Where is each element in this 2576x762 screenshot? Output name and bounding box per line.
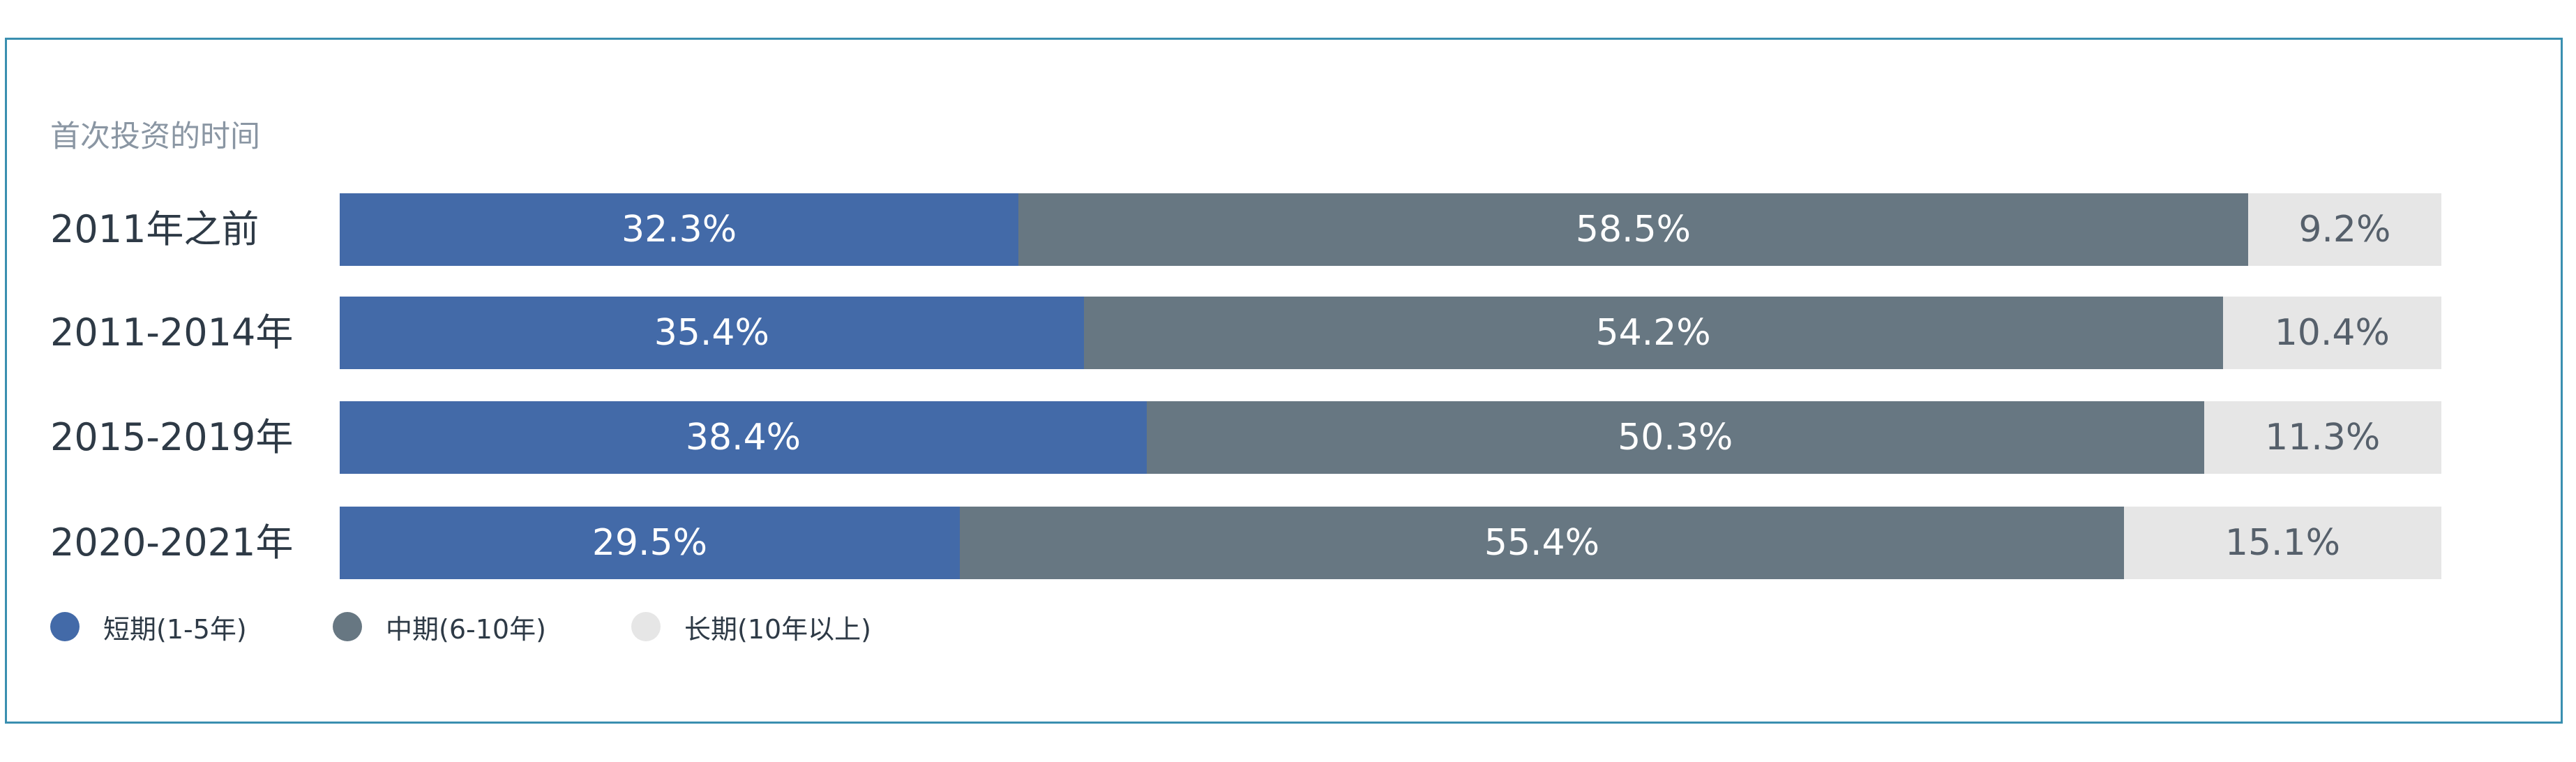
legend-label: 中期(6-10年) <box>386 613 546 645</box>
category-label: 2011-2014年 <box>50 311 294 354</box>
bar-value-label: 38.4% <box>685 417 801 458</box>
stacked-bar-row: 29.5% 55.4% 15.1% <box>340 507 2441 579</box>
bar-value-label: 32.3% <box>621 209 737 251</box>
bar-segment-long-term: 10.4% <box>2222 297 2441 369</box>
legend-swatch <box>50 612 80 641</box>
bar-value-label: 58.5% <box>1575 209 1692 251</box>
bar-value-label: 10.4% <box>2274 312 2390 354</box>
category-label: 2020-2021年 <box>50 521 294 565</box>
bar-segment-short-term: 29.5% <box>340 507 960 579</box>
bar-segment-long-term: 11.3% <box>2204 401 2441 474</box>
bar-segment-short-term: 35.4% <box>340 297 1084 369</box>
legend-swatch <box>631 612 661 641</box>
stacked-bar-row: 32.3% 58.5% 9.2% <box>340 193 2441 266</box>
chart-subtitle: 首次投资的时间 <box>50 119 260 154</box>
stacked-bar-row: 38.4% 50.3% 11.3% <box>340 401 2441 474</box>
bar-value-label: 9.2% <box>2298 209 2391 251</box>
bar-segment-mid-term: 50.3% <box>1146 401 2204 474</box>
chart-legend: 短期(1-5年) 中期(6-10年) 长期(10年以上) <box>50 608 871 645</box>
category-label: 2011年之前 <box>50 207 259 251</box>
legend-label: 短期(1-5年) <box>103 613 247 645</box>
bar-segment-long-term: 15.1% <box>2124 507 2441 579</box>
bar-segment-long-term: 9.2% <box>2247 193 2441 266</box>
chart-frame <box>5 38 2563 724</box>
bar-segment-short-term: 38.4% <box>340 401 1147 474</box>
bar-segment-mid-term: 55.4% <box>959 507 2125 579</box>
bar-value-label: 29.5% <box>592 522 708 564</box>
bar-value-label: 55.4% <box>1484 522 1600 564</box>
stacked-bar-row: 35.4% 54.2% 10.4% <box>340 297 2441 369</box>
category-label: 2015-2019年 <box>50 415 294 459</box>
bar-value-label: 54.2% <box>1595 312 1711 354</box>
legend-label: 长期(10年以上) <box>684 613 872 645</box>
legend-swatch <box>333 612 362 641</box>
legend-item-mid-term: 中期(6-10年) <box>333 608 631 646</box>
bar-value-label: 50.3% <box>1618 417 1733 458</box>
legend-item-short-term: 短期(1-5年) <box>50 608 333 646</box>
legend-item-long-term: 长期(10年以上) <box>631 608 871 646</box>
bar-value-label: 15.1% <box>2224 522 2341 564</box>
bar-value-label: 11.3% <box>2265 417 2381 458</box>
bar-segment-mid-term: 54.2% <box>1083 297 2223 369</box>
bar-value-label: 35.4% <box>654 312 769 354</box>
bar-segment-short-term: 32.3% <box>340 193 1019 266</box>
bar-segment-mid-term: 58.5% <box>1018 193 2248 266</box>
